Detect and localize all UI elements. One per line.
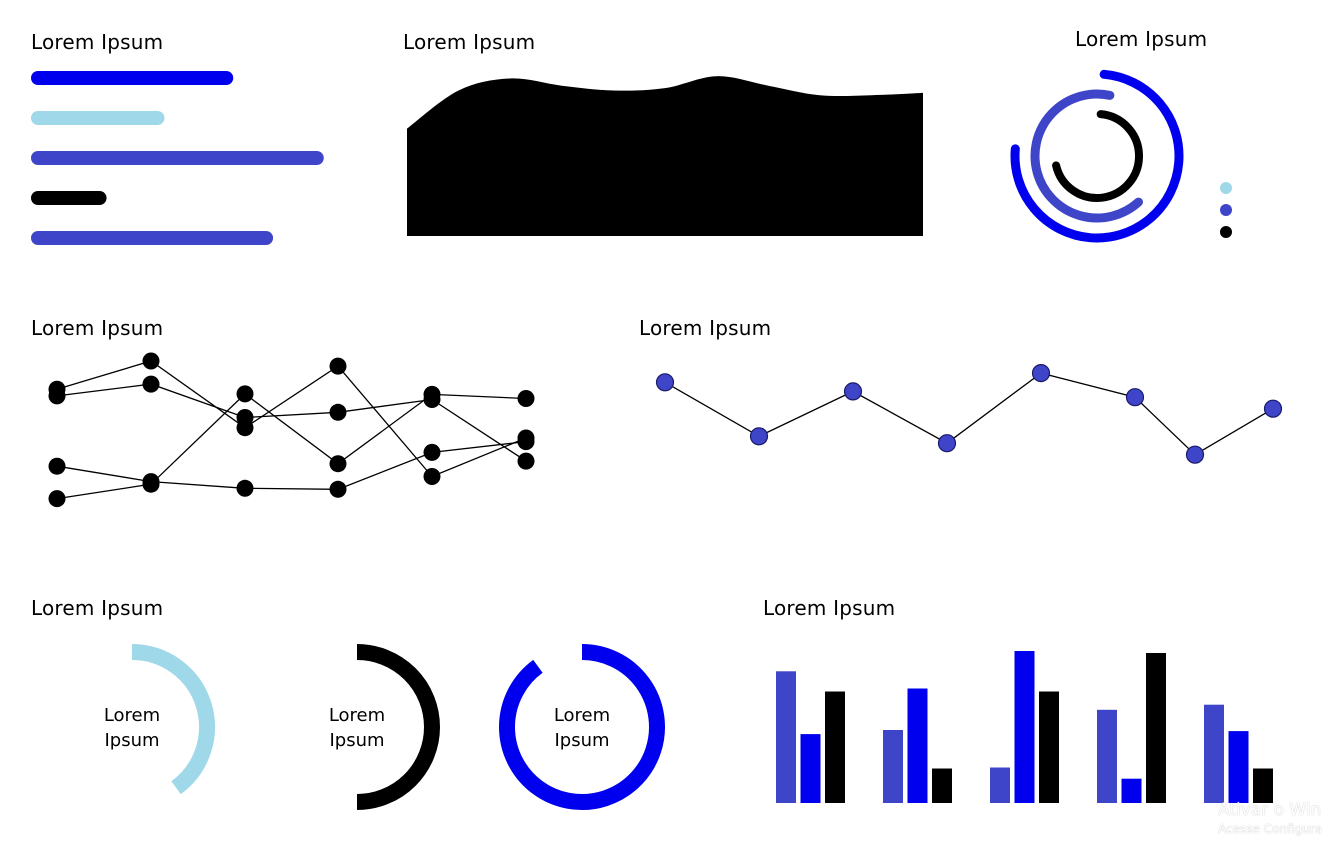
gbar-5-2	[1228, 731, 1249, 803]
sl-point-2	[749, 427, 769, 446]
gauge-label-2-line-2: Ipsum	[329, 730, 384, 751]
ml-point-3-2	[142, 475, 160, 493]
horizontal-bar-chart	[31, 71, 324, 245]
ml-point-1-4	[329, 480, 347, 498]
legend-dot-2	[1220, 204, 1232, 216]
ml-line-3	[56, 393, 527, 500]
sl-point-8	[1263, 399, 1283, 418]
gbar-1-1	[776, 671, 796, 803]
ml-point-3-6	[517, 390, 535, 407]
activation-watermark: Ativar o Win Acesse Configura	[1218, 800, 1322, 836]
ml-point-3-5	[423, 385, 441, 403]
gauge-label-3: Lorem Ipsum	[554, 705, 610, 751]
sl-point-4	[937, 434, 957, 453]
sl-point-5	[1031, 364, 1051, 383]
ml-point-3-4	[329, 455, 347, 473]
sl-point-3	[843, 382, 863, 401]
multi-line-chart	[48, 352, 535, 508]
grouped-bar-chart	[776, 651, 1273, 803]
gauge-label-2: Lorem Ipsum	[329, 705, 385, 751]
gbar-4-1	[1097, 709, 1117, 803]
ml-point-4-5	[423, 468, 441, 485]
gbar-1-2	[800, 734, 821, 803]
ml-point-4-6	[517, 429, 535, 447]
multiline-title: Lorem Ipsum	[31, 316, 164, 340]
gauge-label-1-line-2: Ipsum	[104, 730, 159, 751]
gbar-4-2	[1121, 778, 1142, 803]
gbar-3-2	[1014, 651, 1035, 803]
gbar-2-2	[907, 688, 928, 803]
gbar-4-3	[1146, 653, 1166, 803]
ml-point-2-4	[329, 403, 347, 421]
radial-ring-2	[1030, 89, 1143, 223]
sl-point-6	[1125, 388, 1145, 407]
ml-point-2-6	[517, 452, 535, 470]
ml-point-2-2	[142, 375, 160, 393]
ml-line-2	[56, 383, 527, 462]
gauge-label-3-line-1: Lorem	[554, 705, 610, 726]
ml-point-4-4	[329, 357, 347, 375]
radial-ring-3	[1052, 110, 1143, 202]
area-fill	[407, 76, 923, 236]
area-chart	[407, 76, 923, 236]
radial-ring-1	[1010, 69, 1184, 243]
gauges-title: Lorem Ipsum	[31, 596, 164, 620]
ml-point-3-1	[48, 490, 66, 508]
watermark-line-1: Ativar o Win	[1218, 800, 1322, 820]
ml-point-1-1	[48, 457, 66, 475]
single-line-chart	[655, 364, 1283, 464]
gauge-label-1-line-1: Lorem	[104, 705, 160, 726]
sl-point-1	[655, 373, 675, 392]
legend-dot-3	[1220, 226, 1232, 238]
gbar-2-3	[932, 768, 952, 803]
ml-line-4	[56, 360, 527, 478]
gauge-label-2-line-1: Lorem	[329, 705, 385, 726]
gbar-1-3	[825, 691, 845, 803]
gbar-2-1	[883, 730, 903, 803]
gbar-5-1	[1204, 704, 1224, 803]
gauge-charts: Lorem Ipsum Lorem Ipsum Lorem Ipsum	[104, 644, 665, 810]
ml-point-1-3	[236, 479, 254, 497]
grouped-title: Lorem Ipsum	[763, 596, 896, 620]
gauge-label-1: Lorem Ipsum	[104, 705, 160, 751]
radial-title: Lorem Ipsum	[1075, 27, 1208, 51]
ml-point-1-5	[423, 443, 441, 461]
ml-point-3-3	[236, 385, 254, 403]
gbar-3-3	[1039, 691, 1059, 803]
sl-point-7	[1185, 445, 1205, 464]
radial-bar-chart	[1010, 69, 1232, 243]
legend-dot-1	[1220, 182, 1232, 194]
gauge-arc-2	[356, 644, 440, 810]
bars-title: Lorem Ipsum	[31, 30, 164, 54]
sl-line	[664, 372, 1274, 456]
gbar-3-1	[990, 767, 1010, 803]
ml-point-4-2	[142, 352, 160, 370]
ml-point-4-3	[236, 419, 254, 437]
watermark-line-2: Acesse Configura	[1218, 822, 1323, 836]
gauge-arc-3	[499, 644, 665, 810]
gauge-arc-1	[131, 644, 215, 795]
area-title: Lorem Ipsum	[403, 30, 536, 54]
gauge-label-3-line-2: Ipsum	[554, 730, 609, 751]
ml-line-1	[56, 440, 527, 490]
singleline-title: Lorem Ipsum	[639, 316, 772, 340]
gbar-5-3	[1253, 768, 1273, 803]
ml-point-4-1	[48, 380, 66, 398]
